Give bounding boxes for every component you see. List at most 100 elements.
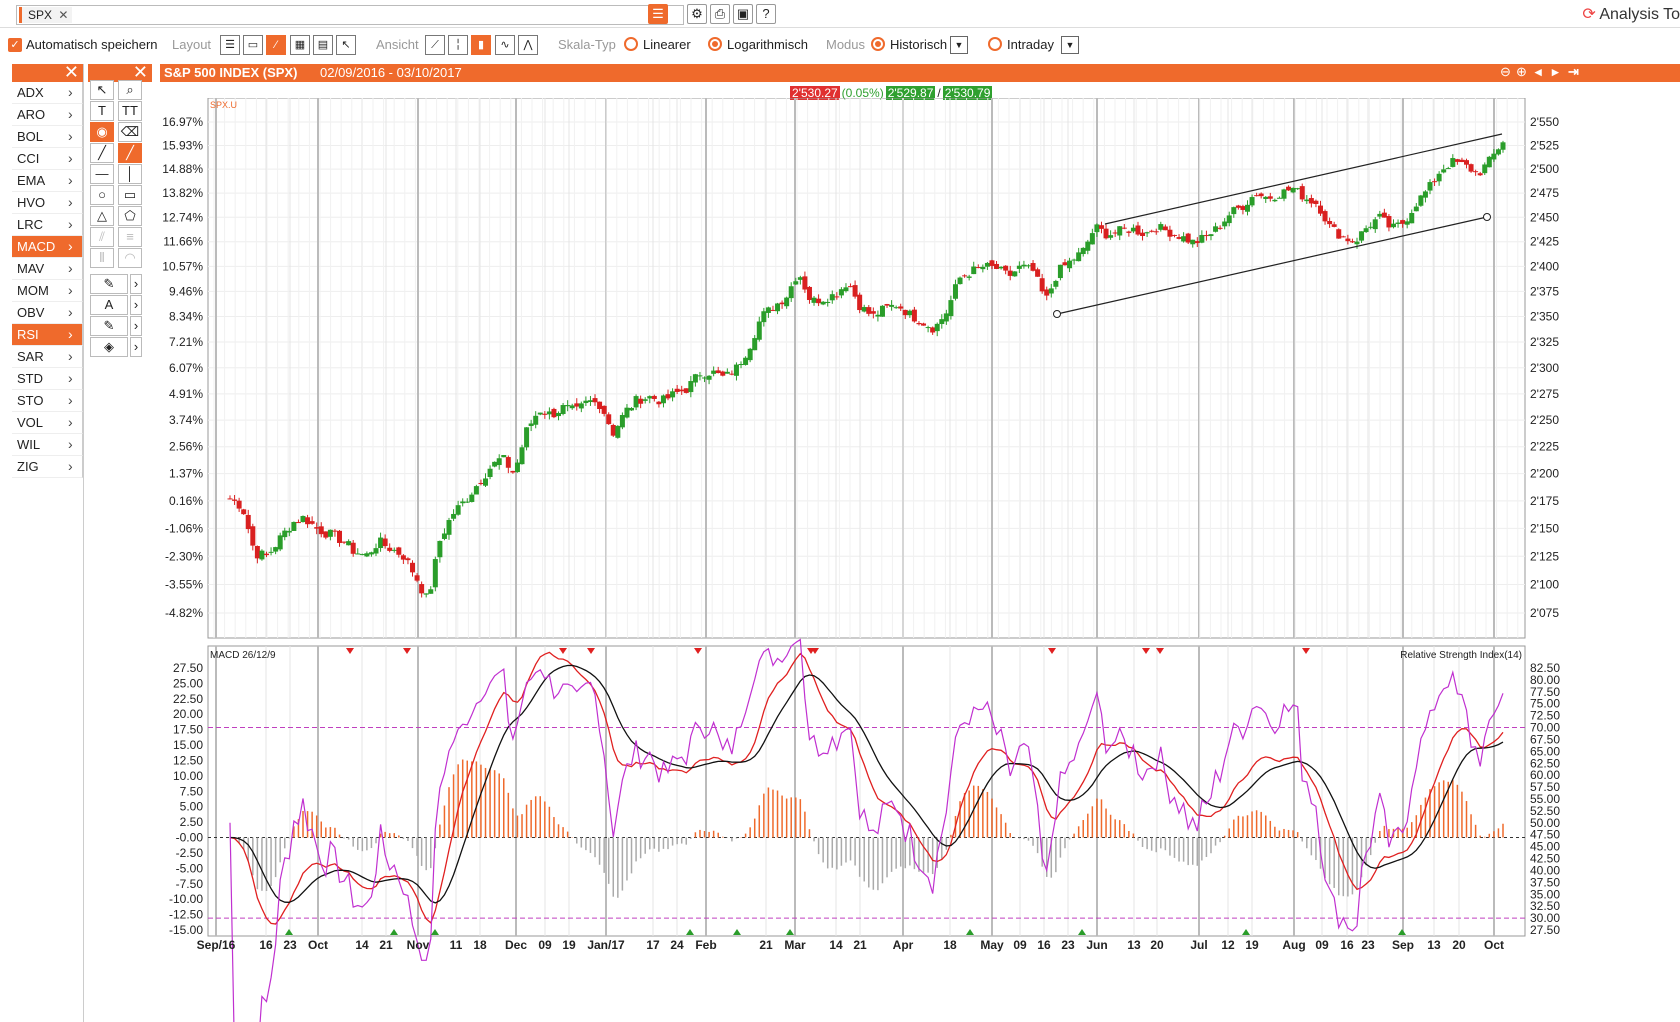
indicator-mom[interactable]: MOM › (12, 280, 83, 302)
line-tool-icon[interactable]: ╱ (90, 143, 114, 163)
line-color-icon[interactable]: ✎ (90, 274, 128, 294)
auto-save-checkbox[interactable]: ✓ (8, 38, 22, 52)
cycle-lines-icon[interactable]: ⦀ (90, 248, 114, 268)
cursor-icon[interactable]: ↖ (336, 35, 356, 55)
indicator-mav[interactable]: MAV › (12, 258, 83, 280)
zoom-in-icon[interactable]: ⊕ (1516, 64, 1527, 79)
indicator-std[interactable]: STD › (12, 368, 83, 390)
chevron-right-icon[interactable]: › (68, 392, 73, 408)
rectangle-icon[interactable]: ▭ (118, 185, 142, 205)
horizontal-line-icon[interactable]: — (90, 164, 114, 184)
indicator-vol[interactable]: VOL › (12, 412, 83, 434)
price-chart[interactable]: 2'550 16.97% 2'525 15.93% 2'500 14.88% 2'475 13… (155, 98, 1680, 1022)
wave-chart-icon[interactable]: ∿ (495, 35, 515, 55)
analysis-tool-link[interactable]: ⟳ Analysis To (1582, 4, 1680, 24)
line-width-icon[interactable]: ✎ (90, 316, 128, 336)
fan-icon[interactable]: ⫽ (90, 227, 114, 247)
indicator-sto[interactable]: STO › (12, 390, 83, 412)
layout-list-icon[interactable]: ☰ (220, 35, 240, 55)
scale-log-radio[interactable] (708, 37, 722, 51)
chevron-right-icon[interactable]: › (130, 295, 142, 315)
export-icon[interactable]: ▣ (733, 4, 753, 24)
indicator-rsi[interactable]: RSI › (12, 324, 83, 346)
chevron-right-icon[interactable]: › (68, 238, 73, 254)
chevron-right-icon[interactable]: › (68, 194, 73, 210)
candle-body (761, 311, 767, 323)
indicator-adx[interactable]: ADX › (12, 82, 83, 104)
indicator-ema[interactable]: EMA › (12, 170, 83, 192)
chevron-right-icon[interactable]: › (68, 348, 73, 364)
eraser-icon[interactable]: ⌫ (118, 122, 142, 142)
eye-icon[interactable]: ◉ (90, 122, 114, 142)
chevron-right-icon[interactable]: › (68, 436, 73, 452)
indicator-cci[interactable]: CCI › (12, 148, 83, 170)
arc-icon[interactable]: ◠ (118, 248, 142, 268)
chevron-right-icon[interactable]: › (68, 260, 73, 276)
indicator-hvo[interactable]: HVO › (12, 192, 83, 214)
indicator-obv[interactable]: OBV › (12, 302, 83, 324)
mode-historic-dropdown[interactable]: ▼ (950, 36, 968, 54)
chevron-right-icon[interactable]: › (68, 216, 73, 232)
scale-linear-radio[interactable] (624, 37, 638, 51)
chevron-right-icon[interactable]: › (68, 106, 73, 122)
chevron-right-icon[interactable]: › (68, 458, 73, 474)
close-indicator-panel-icon[interactable]: ✕ (12, 63, 83, 82)
scroll-end-icon[interactable]: ⇥ (1568, 64, 1579, 79)
layout-panel-icon[interactable]: ▭ (243, 35, 263, 55)
scroll-right-icon[interactable]: ▸ (1552, 64, 1559, 79)
indicator-lrc[interactable]: LRC › (12, 214, 83, 236)
chevron-right-icon[interactable]: › (68, 326, 73, 342)
text-color-icon[interactable]: A (90, 295, 128, 315)
line-chart-icon[interactable]: ⟋ (425, 35, 445, 55)
chevron-right-icon[interactable]: › (68, 304, 73, 320)
fill-color-icon[interactable]: ◈ (90, 337, 128, 357)
scroll-left-icon[interactable]: ◂ (1535, 64, 1542, 79)
chevron-right-icon[interactable]: › (130, 316, 142, 336)
chevron-right-icon[interactable]: › (68, 84, 73, 100)
help-icon[interactable]: ? (756, 4, 776, 24)
zoom-icon[interactable]: ⌕ (118, 80, 142, 100)
indicator-bol[interactable]: BOL › (12, 126, 83, 148)
zoom-out-icon[interactable]: ⊖ (1500, 64, 1511, 79)
indicator-aro[interactable]: ARO › (12, 104, 83, 126)
mode-intraday-radio[interactable] (988, 37, 1002, 51)
mountain-chart-icon[interactable]: ⋀ (518, 35, 538, 55)
close-icon[interactable]: ✕ (58, 8, 69, 22)
chevron-right-icon[interactable]: › (68, 282, 73, 298)
mode-historic-radio[interactable] (871, 37, 885, 51)
circle-icon[interactable]: ○ (90, 185, 114, 205)
chevron-right-icon[interactable]: › (68, 370, 73, 386)
candlestick-chart-icon[interactable]: ▮ (471, 35, 491, 55)
mode-intraday-dropdown[interactable]: ▼ (1061, 36, 1079, 54)
chevron-right-icon[interactable]: › (68, 414, 73, 430)
settings-sliders-button[interactable]: ☰ (648, 4, 668, 24)
text-size-icon[interactable]: TT (118, 101, 142, 121)
symbol-tag[interactable]: SPX ✕ (19, 7, 73, 23)
chevron-right-icon[interactable]: › (68, 172, 73, 188)
text-icon[interactable]: T (90, 101, 114, 121)
layout-grid-icon[interactable]: ▦ (290, 35, 310, 55)
symbol-search-input[interactable]: SPX ✕ (16, 5, 684, 25)
layout-draw-icon[interactable]: ⁄ (266, 35, 286, 55)
vertical-line-icon[interactable]: │ (118, 164, 142, 184)
print-icon[interactable]: ⎙ (710, 4, 730, 24)
indicator-macd[interactable]: MACD › (12, 236, 83, 258)
ohlc-chart-icon[interactable]: ╎ (448, 35, 468, 55)
gear-icon[interactable]: ⚙ (687, 4, 707, 24)
layout-table-icon[interactable]: ▤ (313, 35, 333, 55)
polygon-icon[interactable]: ⬠ (118, 206, 142, 226)
chevron-right-icon[interactable]: › (68, 128, 73, 144)
indicator-wil[interactable]: WIL › (12, 434, 83, 456)
chevron-right-icon[interactable]: › (68, 150, 73, 166)
indicator-zig[interactable]: ZIG › (12, 456, 83, 478)
chevron-right-icon[interactable]: › (130, 274, 142, 294)
price-tick-label: 2'150 (1530, 521, 1559, 535)
pointer-icon[interactable]: ↖ (90, 80, 114, 100)
chevron-right-icon[interactable]: › (130, 337, 142, 357)
candle-body (1076, 252, 1082, 262)
triangle-icon[interactable]: △ (90, 206, 114, 226)
trendline-tool-icon[interactable]: ╱ (118, 143, 142, 163)
close-tools-panel-icon[interactable]: ✕ (88, 63, 152, 82)
fibonacci-icon[interactable]: ≡ (118, 227, 142, 247)
indicator-sar[interactable]: SAR › (12, 346, 83, 368)
